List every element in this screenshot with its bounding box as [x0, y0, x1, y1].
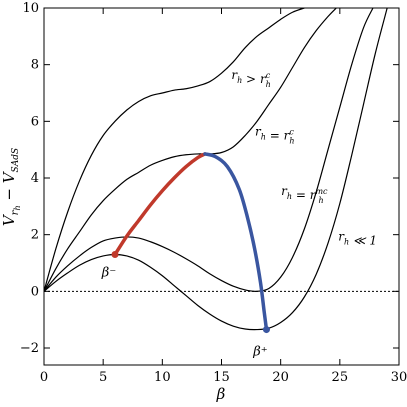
x-tick-label: 30: [391, 370, 407, 385]
x-tick-label: 5: [99, 370, 107, 385]
x-tick-label: 10: [154, 370, 171, 385]
plot-frame: [43, 7, 400, 366]
x-tick-label: 15: [213, 370, 230, 385]
point-marker: [262, 326, 270, 334]
x-tick-label: 25: [332, 370, 349, 385]
series-line-1: [44, 8, 337, 292]
curve-label: rh = rmc h: [281, 184, 328, 205]
y-tick-label: 8: [31, 58, 39, 73]
y-tick-label: −2: [20, 341, 39, 356]
highlight-path-5: [203, 152, 269, 332]
labels: β⁻ β⁺ rh > rc h rh = rc h rh = rmc h rh ≪ 1: [101, 68, 377, 360]
point-label: β⁺: [252, 345, 267, 360]
x-tick-label: 0: [40, 370, 48, 385]
point-marker: [111, 251, 119, 258]
svg-text:Vrh − VSAdS: Vrh − VSAdS: [0, 148, 22, 226]
y-tick-label: 10: [22, 1, 39, 16]
curves: [44, 8, 388, 332]
y-tick-label: 2: [31, 228, 39, 243]
y-tick-label: 6: [31, 114, 39, 129]
markers: [111, 251, 270, 334]
curve-label: rh = rc h: [255, 125, 295, 146]
curve-label: rh > rc h: [231, 68, 271, 89]
series-line-2: [44, 8, 374, 292]
y-tick-label: 4: [31, 171, 39, 186]
series-line-0: [44, 8, 305, 292]
highlight-path-4: [113, 152, 207, 257]
curve-label: rh ≪ 1: [338, 229, 377, 247]
y-axis-label: Vrh − VSAdS: [0, 148, 22, 226]
point-label: β⁻: [101, 266, 116, 281]
x-tick-label: 20: [272, 370, 289, 385]
x-axis-label: β: [216, 385, 226, 403]
y-tick-label: 0: [31, 284, 39, 299]
series-line-3: [44, 8, 388, 331]
